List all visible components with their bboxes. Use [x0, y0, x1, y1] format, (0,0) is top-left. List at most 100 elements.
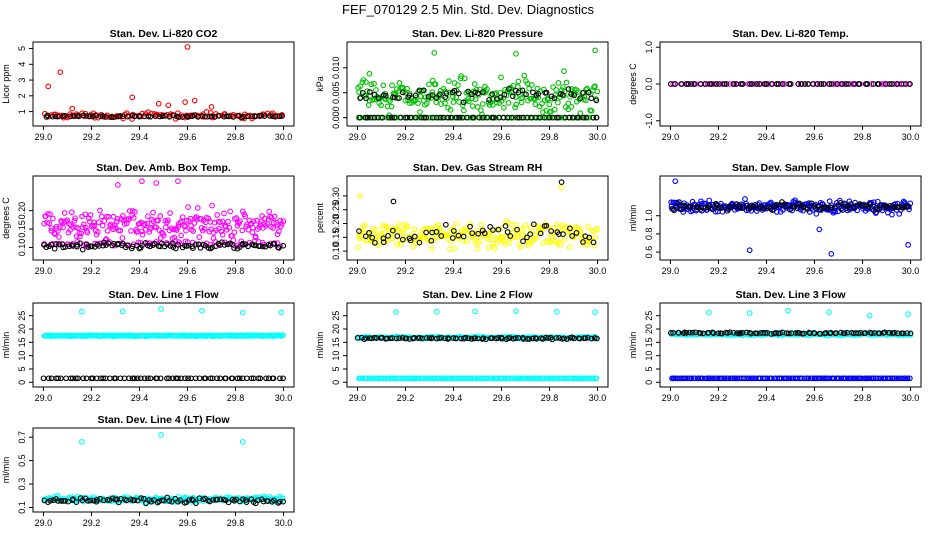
data-point [739, 329, 746, 336]
y-tick-label: 0.10 [331, 242, 341, 260]
data-point [460, 233, 467, 240]
data-point [876, 330, 883, 337]
data-point [433, 228, 440, 235]
data-point [864, 81, 871, 87]
data-point [697, 330, 704, 337]
y-tick-label: 5 [331, 366, 341, 371]
x-tick-label: 29.0 [35, 393, 53, 403]
y-tick-label: 20 [644, 324, 654, 334]
data-point [431, 49, 438, 56]
data-point [846, 198, 853, 205]
data-point [270, 225, 277, 231]
data-point [262, 215, 268, 222]
data-point [762, 330, 769, 336]
data-point [761, 81, 768, 87]
chart-panel-1: Stan. Dev. Li-820 CO2 Licor ppm 29.0 29.2 29… [1, 28, 295, 142]
data-point [469, 95, 475, 102]
data-point [501, 91, 508, 98]
x-tick-label: 30.0 [275, 132, 293, 142]
data-point [746, 310, 753, 316]
x-tick-label: 29.8 [854, 266, 872, 276]
data-point [445, 114, 452, 121]
data-point [363, 95, 369, 102]
data-point [77, 240, 83, 247]
data-point [396, 335, 403, 342]
data-point [225, 499, 232, 506]
data-point [512, 335, 519, 342]
data-point [266, 113, 273, 119]
data-point [166, 375, 172, 382]
plot-frame [346, 175, 609, 261]
data-point [832, 205, 838, 212]
data-point [841, 81, 848, 87]
data-point [769, 207, 776, 213]
data-point [422, 225, 429, 232]
data-point [798, 81, 805, 87]
data-point [907, 375, 913, 382]
data-point [44, 112, 51, 119]
data-point [43, 244, 50, 251]
data-point [573, 230, 580, 236]
data-point [47, 497, 54, 504]
data-point [371, 114, 378, 121]
data-point [719, 375, 725, 382]
data-point [437, 91, 443, 98]
data-point [82, 224, 89, 231]
data-point [160, 497, 167, 504]
data-point [540, 240, 546, 246]
data-point [52, 113, 59, 120]
page-title: FEF_070129 2.5 Min. Std. Dev. Diagnostic… [342, 2, 594, 17]
data-point [495, 335, 501, 341]
data-point [100, 375, 106, 382]
data-point [117, 227, 124, 234]
data-point [257, 221, 264, 228]
x-tick-label: 30.0 [589, 393, 607, 403]
data-point [450, 228, 457, 234]
data-point [472, 308, 478, 315]
y-axis-label: degrees C [628, 63, 638, 105]
data-point [799, 330, 805, 337]
data-point [77, 233, 83, 240]
data-point [590, 239, 597, 246]
data-point [372, 227, 379, 233]
y-tick-label: 10 [331, 351, 341, 361]
data-point [385, 233, 391, 239]
data-point [553, 335, 560, 341]
data-point [734, 330, 740, 336]
data-point [587, 375, 593, 382]
data-point [277, 375, 283, 382]
data-point [553, 221, 560, 228]
data-point [89, 113, 96, 120]
data-point [49, 113, 56, 120]
data-point [479, 101, 486, 107]
x-tick-label: 29.2 [397, 393, 415, 403]
data-point [45, 211, 51, 217]
data-point [456, 114, 463, 121]
data-point [154, 499, 161, 506]
data-point [593, 97, 600, 104]
y-axis-label: ml/min [628, 332, 638, 359]
data-point [243, 499, 250, 506]
y-tick-label: 0.000 [331, 106, 341, 129]
data-point [558, 184, 565, 191]
data-point [73, 375, 79, 382]
data-point [276, 498, 283, 505]
data-point [746, 375, 753, 382]
data-point [568, 91, 575, 97]
data-point [226, 224, 233, 231]
data-point [466, 229, 472, 235]
x-tick-label: 29.8 [541, 393, 559, 403]
data-point [89, 375, 96, 382]
y-tick-label: 0.20 [17, 202, 27, 220]
x-tick-label: 29.0 [35, 132, 53, 142]
data-point [74, 243, 80, 250]
data-point [820, 81, 827, 87]
data-point [529, 335, 536, 342]
x-tick-label: 29.6 [179, 266, 197, 276]
data-point [537, 230, 544, 237]
data-point [222, 223, 229, 230]
data-point [423, 114, 429, 121]
x-tick-label: 30.0 [589, 266, 607, 276]
data-point [891, 204, 898, 211]
data-point [126, 375, 132, 382]
